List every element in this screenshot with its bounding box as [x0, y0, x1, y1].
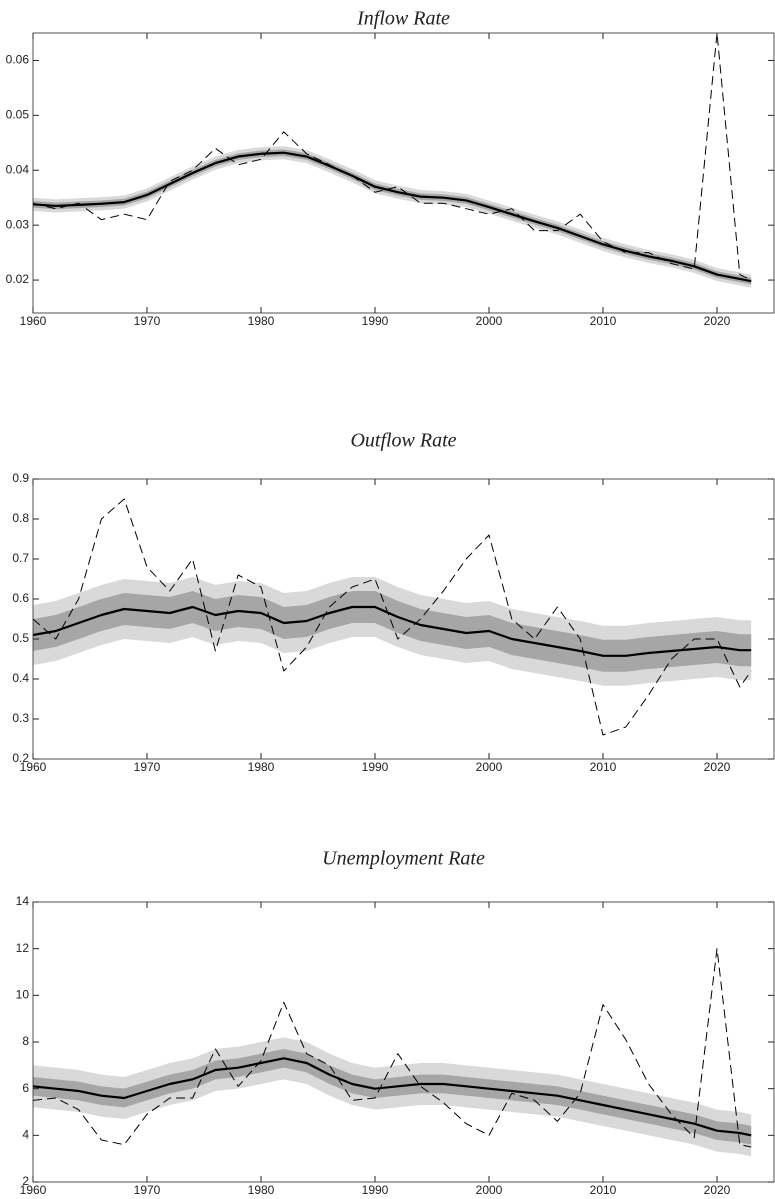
data-line-dashed [33, 948, 752, 1148]
y-tick-label: 0.5 [12, 631, 29, 645]
x-tick-label: 2010 [590, 1183, 617, 1197]
plot-area [33, 948, 752, 1157]
y-tick-label: 0.04 [6, 162, 30, 176]
y-tick-label: 0.03 [6, 217, 30, 231]
subplot: Inflow Rate 0.02 0.03 0.04 0.05 0.06 1960 1970 1… [6, 8, 775, 328]
plot-area [33, 32, 752, 288]
x-tick-label: 2020 [704, 1183, 731, 1197]
data-line-dashed [33, 498, 752, 736]
x-tick-label: 2000 [476, 1183, 503, 1197]
band [33, 149, 752, 285]
chart-title: Inflow Rate [356, 8, 450, 30]
band [33, 1049, 752, 1145]
y-tick-label: 0.7 [12, 551, 29, 565]
y-tick-label: 0.2 [12, 751, 29, 765]
x-tick-label: 1990 [362, 760, 389, 774]
y-tick-label: 0.9 [12, 471, 29, 485]
y-tick-label: 12 [16, 941, 30, 955]
x-tick-label: 2010 [590, 760, 617, 774]
y-tick-label: 6 [22, 1081, 29, 1095]
x-tick-label: 1980 [248, 314, 275, 328]
axes-box [32, 478, 775, 760]
band [33, 591, 752, 672]
y-tick-label: 0.06 [6, 53, 30, 67]
x-tick-label: 2000 [476, 760, 503, 774]
plot-area [33, 498, 752, 736]
axes-box [32, 32, 775, 314]
chart-title: Outflow Rate [350, 430, 456, 452]
y-tick-label: 0.05 [6, 108, 30, 122]
subplot: Outflow Rate 0.2 0.3 0.4 0.5 0.6 0.7 0.8 0.9 1960… [12, 430, 775, 774]
x-tick-label: 1990 [362, 1183, 389, 1197]
y-tick-label: 4 [22, 1128, 29, 1142]
x-tick-label: 1970 [134, 760, 161, 774]
x-tick-label: 2020 [704, 760, 731, 774]
x-tick-label: 1990 [362, 314, 389, 328]
x-tick-label: 1960 [20, 760, 47, 774]
y-tick-label: 0.02 [6, 272, 30, 286]
x-tick-label: 2000 [476, 314, 503, 328]
y-tick-label: 2 [22, 1174, 29, 1188]
x-tick-label: 1960 [20, 314, 47, 328]
band [33, 146, 752, 288]
x-tick-label: 1980 [248, 1183, 275, 1197]
x-tick-label: 1970 [134, 314, 161, 328]
trend-line [33, 1057, 752, 1137]
x-tick-label: 1960 [20, 1183, 47, 1197]
chart-title: Unemployment Rate [322, 848, 485, 870]
trend-line [33, 151, 752, 283]
y-tick-label: 0.6 [12, 591, 29, 605]
axes-box [32, 901, 775, 1183]
y-tick-label: 0.3 [12, 711, 29, 725]
y-tick-label: 0.4 [12, 671, 29, 685]
y-tick-label: 0.8 [12, 511, 29, 525]
data-line-dashed [33, 32, 752, 281]
subplot: Unemployment Rate 2 4 6 8 10 12 14 1960 1970 1980 1… [16, 848, 775, 1197]
x-tick-label: 1980 [248, 760, 275, 774]
x-tick-label: 2020 [704, 314, 731, 328]
trend-line [33, 605, 752, 657]
x-tick-label: 1970 [134, 1183, 161, 1197]
y-tick-label: 8 [22, 1034, 29, 1048]
y-tick-label: 14 [16, 894, 30, 908]
x-tick-label: 2010 [590, 314, 617, 328]
y-tick-label: 10 [16, 988, 30, 1002]
